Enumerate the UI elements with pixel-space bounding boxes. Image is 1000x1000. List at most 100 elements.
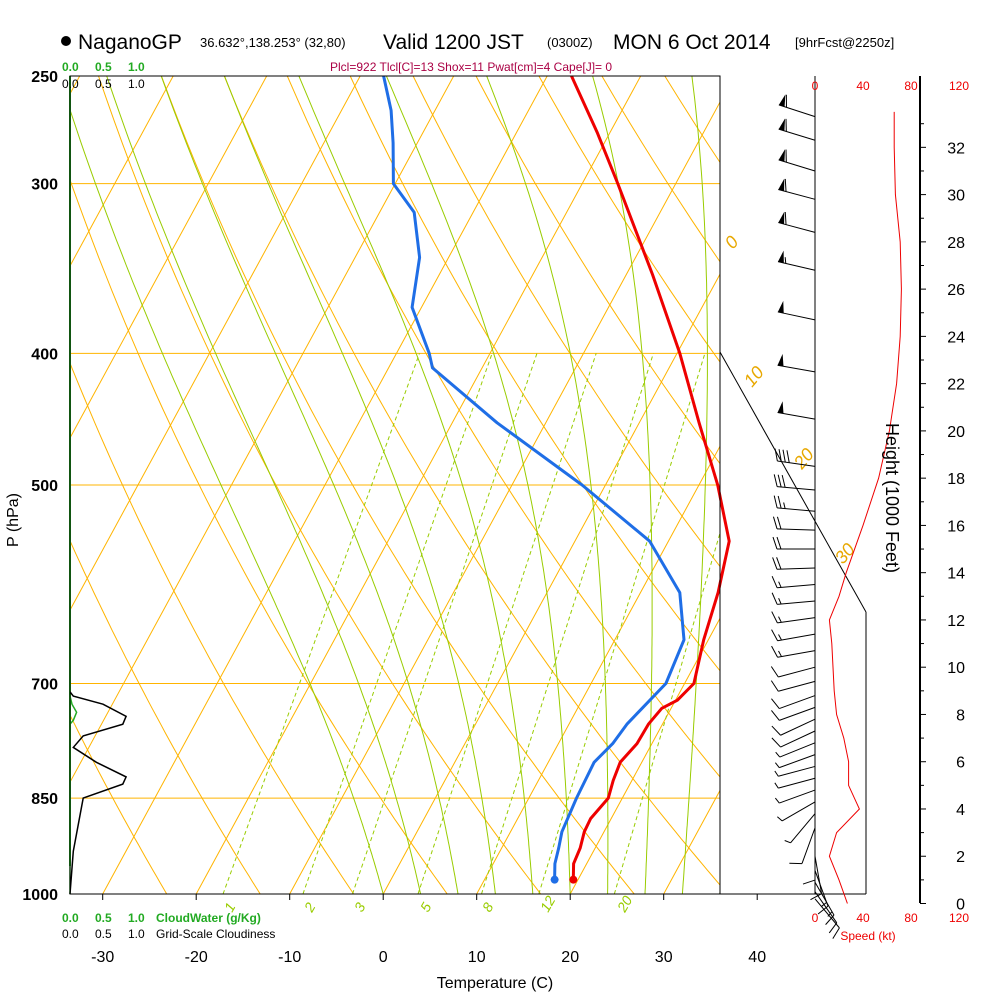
speed-tick-label-bottom: 40 [856,911,870,925]
wind-barb-staff [779,789,816,804]
x-tick-label: 20 [561,949,579,966]
wind-barb-full [770,680,779,692]
wind-barb-staff [777,600,816,605]
wind-barb-full [825,914,835,925]
cloud-bottom-label-0: 0.0 [62,911,79,925]
x-tick-label: -30 [91,949,114,966]
wind-barb-staff [814,856,823,894]
cloudiness-top-label-0: 0.0 [62,77,79,91]
wind-barb-half [778,597,782,605]
wind-barb-half [783,502,786,509]
speed-tick-label-bottom: 120 [949,911,969,925]
isotherm-line [195,76,642,894]
wind-barb [773,495,816,512]
cloudiness-bottom-label-1: 0.5 [95,927,112,941]
height-tick-label: 18 [947,471,965,488]
wind-barb [772,536,815,550]
wind-barb-half [774,770,779,777]
mixing-ratio-line [538,353,706,894]
wind-barb [770,666,816,678]
x-tick-label: 0 [379,949,388,966]
pressure-tick-label: 700 [31,677,58,694]
wind-barb-staff [778,765,816,777]
wind-barb-staff [777,528,816,531]
cloud-axis-labels: 0.0 0.5 1.0 0.0 0.5 1.0 0.0 0.5 1.0 Clou… [62,60,275,941]
wind-barb [774,789,816,804]
speed-tick-label-top: 80 [904,79,918,93]
height-tick-label: 10 [947,660,965,677]
height-tick-label: 32 [947,140,965,157]
wind-barb-pennant [777,300,784,314]
wind-barb-full [771,645,779,658]
wind-barb-half [778,650,782,657]
cloud-top-label-1: 0.5 [95,60,112,74]
wind-barb-half [775,751,781,758]
wind-barb [774,765,816,777]
wind-barb-staff [777,460,816,467]
dry-adiabat-line [70,361,355,894]
height-tick-label: 12 [947,613,965,630]
height-tick-label: 2 [956,849,965,866]
cloud-top-label-0: 0.0 [62,60,79,74]
dry-adiabat-line [160,76,635,894]
wind-barb [777,300,816,321]
wind-barb-staff [801,827,816,864]
surface-temperature-dot [569,875,578,884]
moist-adiabat-line [70,108,384,894]
mixing-ratio-label: 8 [479,900,497,915]
dry-adiabat-line [223,76,720,886]
wind-barb [771,576,816,589]
height-axis-title: Height (1000 Feet) [882,423,902,573]
wind-barb-staff [814,870,829,907]
wind-barb-full [777,474,782,488]
height-tick-label: 20 [947,424,965,441]
cloud-water-title: CloudWater (g/Kg) [156,911,261,925]
wind-barb [778,178,816,200]
x-tick-label: -10 [278,949,301,966]
height-tick-label: 4 [956,802,965,819]
height-tick-label: 28 [947,235,965,252]
wind-barb-staff [778,159,816,172]
wind-barb-staff [778,189,816,200]
mixing-ratio-label: 20 [613,893,635,916]
x-tick-label: 10 [468,949,486,966]
height-tick-label: 30 [947,188,965,205]
dry-adiabat-label: 10 [740,362,768,390]
wind-barb-half [774,797,780,804]
speed-axis-title: Speed (kt) [840,929,895,943]
mixing-ratio-line [613,531,720,894]
temperature-profile-line [570,75,731,880]
wind-barb [771,706,816,721]
height-tick-label: 22 [947,377,965,394]
y-axis-title: P (hPa) [5,493,22,547]
dry-adiabat-line [98,76,542,894]
cloudiness-bottom-label-0: 0.0 [62,927,79,941]
wind-barb-staff [777,633,816,642]
wind-barb [774,777,816,789]
wind-barb [771,695,816,710]
dry-adiabat-line [286,76,720,778]
sounding-profiles [382,75,731,884]
wind-barb-half [778,581,782,588]
pressure-tick-label: 250 [31,69,58,86]
isotherm-line [70,76,455,784]
wind-barb-pennant [778,178,785,192]
x-tick-label: 30 [655,949,673,966]
moist-adiabat-line [719,886,720,894]
wind-barb-full [817,905,829,915]
wind-barb-staff [777,364,816,373]
height-tick-label: 0 [956,897,965,914]
dry-adiabat-line [854,76,1000,894]
wind-barb [771,645,816,658]
wind-barb [771,718,816,736]
wind-barb [773,474,816,491]
height-tick-label: 16 [947,518,965,535]
wind-barb [789,827,816,865]
forecast-info: [9hrFcst@2250z] [795,35,894,50]
station-dot-icon [61,36,71,46]
dry-adiabat-line [70,178,448,894]
plot-grid [70,76,1000,894]
speed-tick-label-bottom: 0 [812,911,819,925]
wind-barb-full [781,474,786,488]
